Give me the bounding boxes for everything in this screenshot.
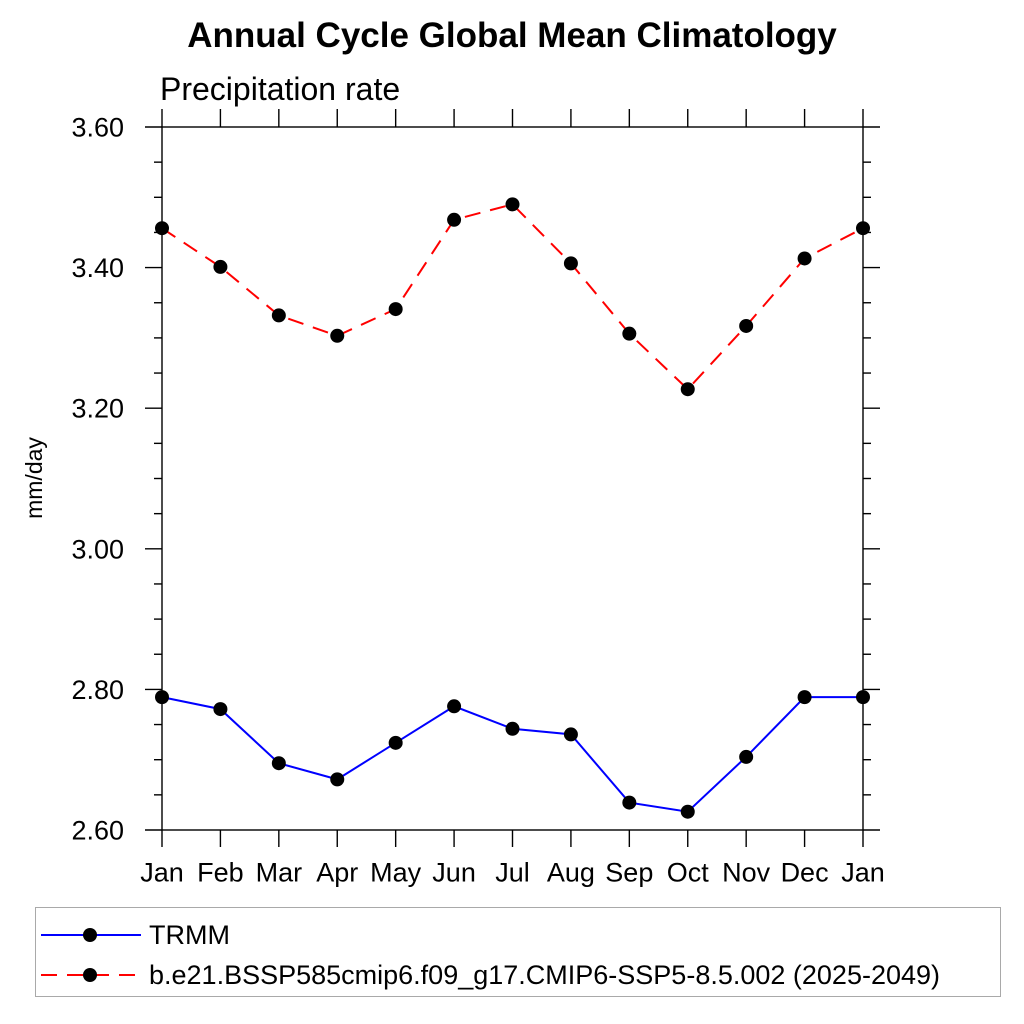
plot-frame bbox=[161, 126, 864, 831]
data-point bbox=[680, 382, 695, 397]
data-point bbox=[797, 251, 812, 266]
series-line-0 bbox=[161, 696, 863, 813]
data-point bbox=[447, 699, 462, 714]
x-tick-label: Jun bbox=[432, 857, 476, 887]
data-point bbox=[856, 690, 870, 705]
data-point bbox=[563, 727, 578, 742]
data-point bbox=[155, 690, 169, 705]
x-tick-label: Jan bbox=[140, 857, 184, 887]
data-point bbox=[739, 318, 754, 333]
data-point bbox=[271, 308, 286, 323]
data-point bbox=[739, 749, 754, 764]
legend-item-model: b.e21.BSSP585cmip6.f09_g17.CMIP6-SSP5-8.… bbox=[36, 955, 1000, 995]
legend: TRMM b.e21.BSSP585cmip6.f09_g17.CMIP6-SS… bbox=[35, 907, 1001, 997]
data-point bbox=[797, 690, 812, 705]
data-point bbox=[505, 721, 520, 736]
data-point bbox=[563, 256, 578, 271]
x-tick-label: May bbox=[370, 857, 422, 887]
x-tick-label: Jan bbox=[841, 857, 885, 887]
x-tick-label: Dec bbox=[781, 857, 829, 887]
data-point bbox=[622, 795, 637, 810]
trmm-line-swatch bbox=[41, 928, 141, 942]
data-point bbox=[213, 702, 228, 717]
x-tick-label: Feb bbox=[197, 857, 244, 887]
model-line-swatch bbox=[41, 968, 141, 982]
x-tick-label: Mar bbox=[256, 857, 303, 887]
marker-dot-icon bbox=[83, 968, 97, 982]
data-point bbox=[447, 212, 462, 227]
y-tick-label: 3.60 bbox=[71, 112, 124, 142]
x-tick-label: Apr bbox=[316, 857, 358, 887]
legend-label-model: b.e21.BSSP585cmip6.f09_g17.CMIP6-SSP5-8.… bbox=[149, 959, 941, 990]
data-point bbox=[622, 326, 637, 341]
x-tick-label: Sep bbox=[605, 857, 653, 887]
data-point bbox=[271, 756, 286, 771]
y-tick-label: 3.40 bbox=[71, 253, 124, 283]
y-tick-label: 3.20 bbox=[71, 394, 124, 424]
y-tick-label: 2.80 bbox=[71, 675, 124, 705]
chart-title: Annual Cycle Global Mean Climatology bbox=[187, 16, 837, 55]
y-tick-label: 3.00 bbox=[71, 534, 124, 564]
x-tick-label: Nov bbox=[722, 857, 771, 887]
legend-label-trmm: TRMM bbox=[149, 919, 230, 950]
chart-subtitle: Precipitation rate bbox=[160, 71, 401, 107]
data-point bbox=[388, 735, 403, 750]
x-tick-label: Jul bbox=[495, 857, 530, 887]
data-point bbox=[213, 259, 228, 274]
data-point bbox=[505, 197, 520, 212]
data-point bbox=[155, 221, 169, 236]
y-axis-title: mm/day bbox=[21, 437, 47, 519]
data-point bbox=[330, 328, 345, 343]
x-tick-label: Aug bbox=[547, 857, 595, 887]
x-tick-label: Oct bbox=[667, 857, 710, 887]
data-point bbox=[388, 302, 403, 317]
data-point bbox=[680, 804, 695, 819]
y-tick-label: 2.60 bbox=[71, 815, 124, 845]
legend-item-trmm: TRMM bbox=[36, 915, 1000, 955]
data-point bbox=[330, 772, 345, 787]
data-point bbox=[856, 221, 870, 236]
marker-dot-icon bbox=[83, 928, 97, 942]
series-line-1 bbox=[161, 203, 864, 391]
